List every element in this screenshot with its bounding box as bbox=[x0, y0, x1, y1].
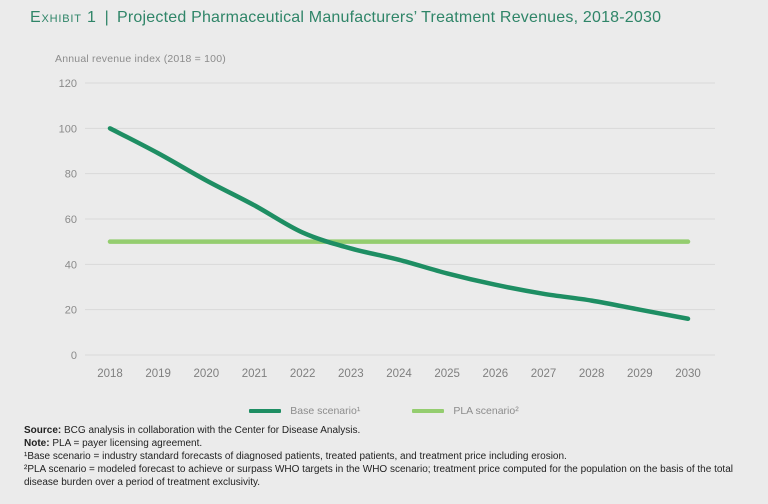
title-divider: | bbox=[104, 9, 110, 26]
y-tick-label-0: 0 bbox=[71, 350, 77, 362]
footnote-pla-scenario: ²PLA scenario = modeled forecast to achi… bbox=[24, 464, 733, 488]
footnote-note: Note: PLA = payer licensing agreement. bbox=[24, 438, 203, 449]
x-tick-label-2018: 2018 bbox=[97, 368, 123, 380]
footnote-source: Source: BCG analysis in collaboration wi… bbox=[24, 425, 361, 436]
x-tick-label-2023: 2023 bbox=[338, 368, 364, 380]
x-tick-label-2020: 2020 bbox=[194, 368, 220, 380]
y-tick-label-80: 80 bbox=[65, 169, 77, 181]
x-tick-label-2028: 2028 bbox=[579, 368, 605, 380]
y-tick-label-120: 120 bbox=[59, 78, 77, 90]
legend-item-pla-scenario: PLA scenario² bbox=[412, 405, 519, 417]
exhibit-label: Exhibit 1 bbox=[30, 9, 97, 26]
x-tick-label-2026: 2026 bbox=[483, 368, 509, 380]
x-tick-label-2027: 2027 bbox=[531, 368, 557, 380]
page-title: Exhibit 1 | Projected Pharmaceutical Man… bbox=[30, 9, 661, 27]
y-tick-label-40: 40 bbox=[65, 259, 77, 271]
x-tick-label-2030: 2030 bbox=[675, 368, 701, 380]
x-tick-label-2022: 2022 bbox=[290, 368, 316, 380]
y-axis-caption: Annual revenue index (2018 = 100) bbox=[55, 53, 226, 65]
y-tick-label-100: 100 bbox=[59, 123, 77, 135]
y-tick-label-60: 60 bbox=[65, 214, 77, 226]
x-tick-label-2025: 2025 bbox=[434, 368, 460, 380]
x-tick-label-2019: 2019 bbox=[145, 368, 171, 380]
legend-swatch-base-scenario bbox=[249, 409, 282, 413]
chart-legend: Base scenario¹ PLA scenario² bbox=[0, 405, 768, 417]
legend-swatch-pla-scenario bbox=[412, 409, 445, 413]
footnotes: Source: BCG analysis in collaboration wi… bbox=[24, 424, 766, 489]
legend-label-pla-scenario: PLA scenario² bbox=[453, 405, 519, 417]
series-line-base-scenario- bbox=[107, 126, 691, 321]
x-tick-label-2024: 2024 bbox=[386, 368, 412, 380]
x-tick-label-2029: 2029 bbox=[627, 368, 653, 380]
legend-item-base-scenario: Base scenario¹ bbox=[249, 405, 360, 417]
x-tick-label-2021: 2021 bbox=[242, 368, 268, 380]
legend-label-base-scenario: Base scenario¹ bbox=[290, 405, 361, 417]
y-tick-label-20: 20 bbox=[65, 305, 77, 317]
footnote-base-scenario: ¹Base scenario = industry standard forec… bbox=[24, 451, 567, 462]
chart-title: Projected Pharmaceutical Manufacturers’ … bbox=[117, 9, 662, 26]
